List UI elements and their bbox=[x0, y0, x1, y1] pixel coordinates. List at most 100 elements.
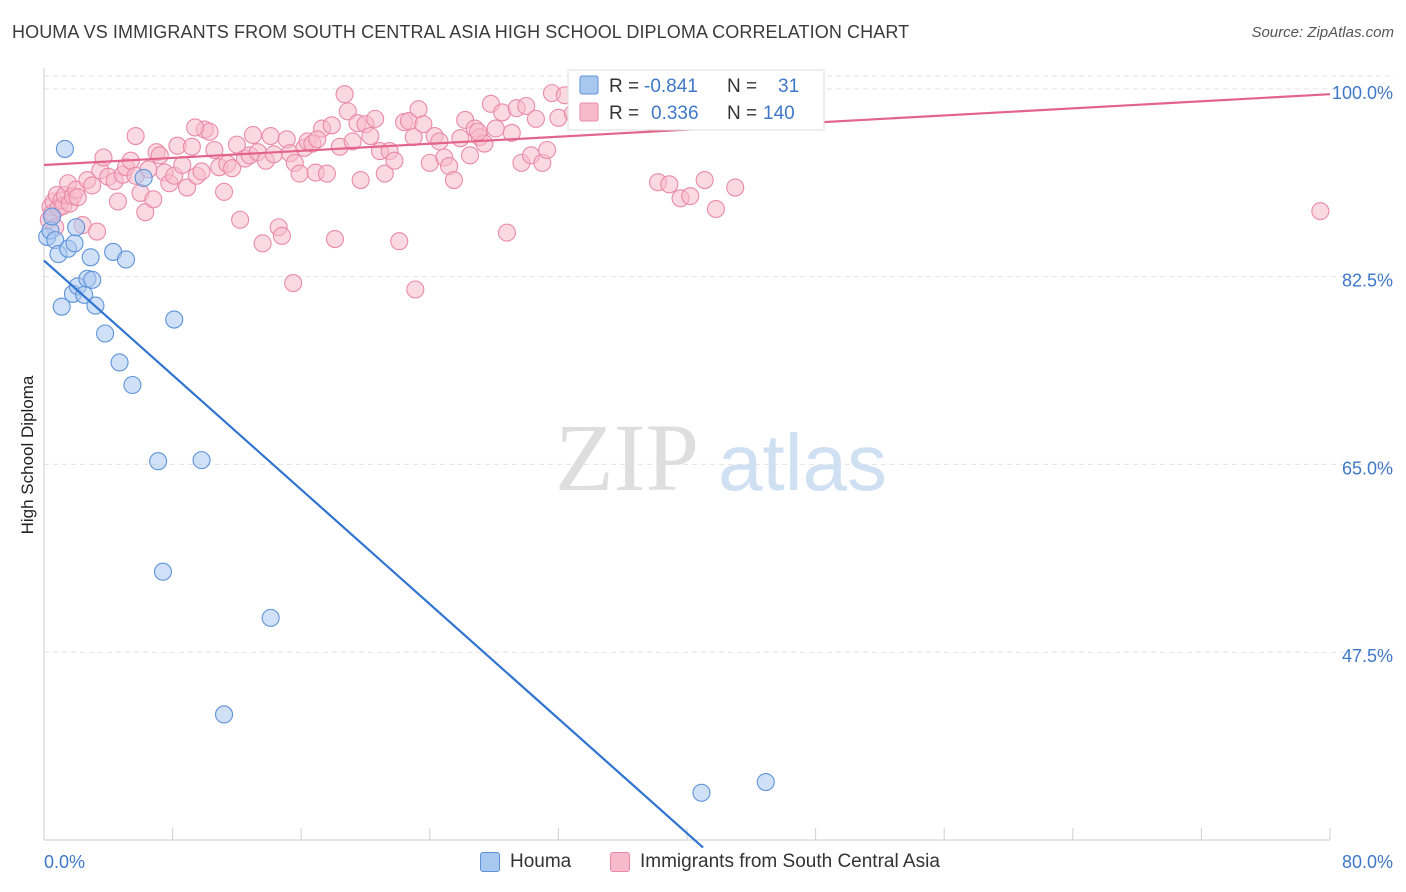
point-immigrants bbox=[214, 182, 234, 201]
houma-swatch bbox=[480, 852, 500, 872]
point-houma bbox=[134, 168, 153, 187]
point-immigrants bbox=[375, 164, 394, 183]
point-immigrants bbox=[173, 155, 192, 175]
point-immigrants bbox=[409, 100, 428, 119]
point-houma bbox=[165, 310, 184, 329]
legend-r-value-immigrants: 0.336 bbox=[651, 103, 699, 124]
chart-title: HOUMA VS IMMIGRANTS FROM SOUTH CENTRAL A… bbox=[12, 22, 910, 42]
legend-n-value-houma: 31 bbox=[778, 76, 799, 97]
point-houma bbox=[261, 608, 280, 627]
point-immigrants bbox=[290, 164, 309, 183]
trendline-houma bbox=[43, 259, 704, 849]
point-houma bbox=[192, 451, 211, 470]
point-immigrants bbox=[343, 132, 362, 151]
legend-swatch-immigrants bbox=[579, 102, 599, 122]
watermark: ZIP atlas bbox=[555, 404, 887, 511]
point-immigrants bbox=[681, 187, 700, 206]
point-immigrants bbox=[178, 178, 197, 197]
point-immigrants bbox=[144, 190, 163, 209]
point-immigrants bbox=[444, 170, 463, 190]
point-houma bbox=[96, 324, 115, 343]
point-houma bbox=[756, 773, 775, 792]
x-tick-label-max: 80.0% bbox=[1341, 852, 1393, 872]
point-immigrants bbox=[695, 170, 714, 190]
point-houma bbox=[65, 234, 84, 253]
point-immigrants bbox=[366, 109, 385, 128]
x-tick-label-min: 0.0% bbox=[44, 852, 86, 872]
point-houma bbox=[110, 353, 129, 372]
point-immigrants bbox=[706, 199, 725, 219]
watermark-atlas: atlas bbox=[718, 418, 887, 507]
point-immigrants bbox=[227, 135, 246, 154]
y-tick-label: 100.0% bbox=[1332, 83, 1393, 103]
point-houma bbox=[153, 562, 173, 581]
point-immigrants bbox=[231, 210, 250, 229]
bottom-legend-label-immigrants: Immigrants from South Central Asia bbox=[640, 851, 940, 872]
point-immigrants bbox=[253, 234, 272, 253]
legend-n-label-immigrants: N = bbox=[727, 103, 757, 124]
point-immigrants bbox=[243, 125, 263, 145]
point-immigrants bbox=[538, 140, 557, 160]
point-immigrants bbox=[460, 146, 480, 165]
legend-r-label-houma: R = bbox=[609, 76, 639, 97]
point-immigrants bbox=[526, 109, 545, 128]
bottom-legend-item-houma: Houma bbox=[480, 851, 571, 873]
point-immigrants bbox=[660, 175, 679, 194]
point-immigrants bbox=[335, 85, 354, 104]
point-houma bbox=[55, 139, 74, 158]
point-immigrants bbox=[205, 140, 224, 160]
point-immigrants bbox=[517, 96, 536, 116]
y-tick-label: 65.0% bbox=[1342, 458, 1393, 478]
point-houma bbox=[81, 248, 100, 267]
point-immigrants bbox=[1311, 202, 1330, 221]
legend-n-value-immigrants: 140 bbox=[763, 103, 795, 124]
point-immigrants bbox=[497, 223, 517, 242]
point-immigrants bbox=[338, 102, 357, 121]
source-label: Source: ZipAtlas.com bbox=[1251, 24, 1394, 41]
point-houma bbox=[123, 375, 142, 395]
point-immigrants bbox=[223, 159, 242, 178]
point-immigrants bbox=[361, 126, 380, 146]
point-immigrants bbox=[390, 232, 409, 251]
point-houma bbox=[692, 783, 711, 802]
legend-r-label-immigrants: R = bbox=[609, 103, 639, 124]
point-houma bbox=[42, 207, 62, 226]
point-immigrants bbox=[451, 129, 470, 148]
axes bbox=[43, 68, 1331, 841]
point-immigrants bbox=[486, 119, 505, 138]
point-immigrants bbox=[322, 116, 341, 135]
point-immigrants bbox=[406, 280, 425, 299]
point-immigrants bbox=[430, 132, 449, 151]
bottom-legend: Houma Immigrants from South Central Asia bbox=[0, 851, 1406, 879]
point-immigrants bbox=[182, 137, 201, 156]
point-immigrants bbox=[414, 115, 433, 134]
point-immigrants bbox=[186, 118, 205, 137]
y-tick-label: 82.5% bbox=[1342, 271, 1393, 291]
point-immigrants bbox=[136, 203, 155, 222]
legend-swatch-houma bbox=[579, 75, 599, 95]
legend-box: R = -0.841 N = 31 R = 0.336 N = 140 bbox=[567, 69, 825, 131]
legend-r-value-houma: -0.841 bbox=[644, 76, 698, 97]
point-houma bbox=[116, 250, 136, 269]
bottom-legend-label-houma: Houma bbox=[510, 851, 572, 872]
point-immigrants bbox=[261, 126, 280, 146]
bottom-legend-item-immigrants: Immigrants from South Central Asia bbox=[610, 851, 940, 873]
legend-n-label-houma: N = bbox=[727, 76, 757, 97]
point-immigrants bbox=[192, 162, 211, 181]
point-immigrants bbox=[317, 164, 336, 183]
point-immigrants bbox=[83, 176, 102, 195]
point-immigrants bbox=[284, 274, 303, 293]
point-houma bbox=[52, 297, 71, 316]
point-immigrants bbox=[325, 230, 345, 249]
point-immigrants bbox=[272, 226, 291, 245]
point-immigrants bbox=[150, 146, 169, 165]
point-immigrants bbox=[264, 145, 283, 164]
point-immigrants bbox=[468, 122, 488, 141]
point-immigrants bbox=[108, 192, 127, 211]
point-houma bbox=[67, 218, 86, 237]
point-immigrants bbox=[308, 130, 327, 149]
y-tick-labels: 100.0% 82.5% 65.0% 47.5% bbox=[1332, 83, 1393, 666]
point-immigrants bbox=[385, 151, 404, 170]
legend-frame bbox=[567, 69, 825, 131]
